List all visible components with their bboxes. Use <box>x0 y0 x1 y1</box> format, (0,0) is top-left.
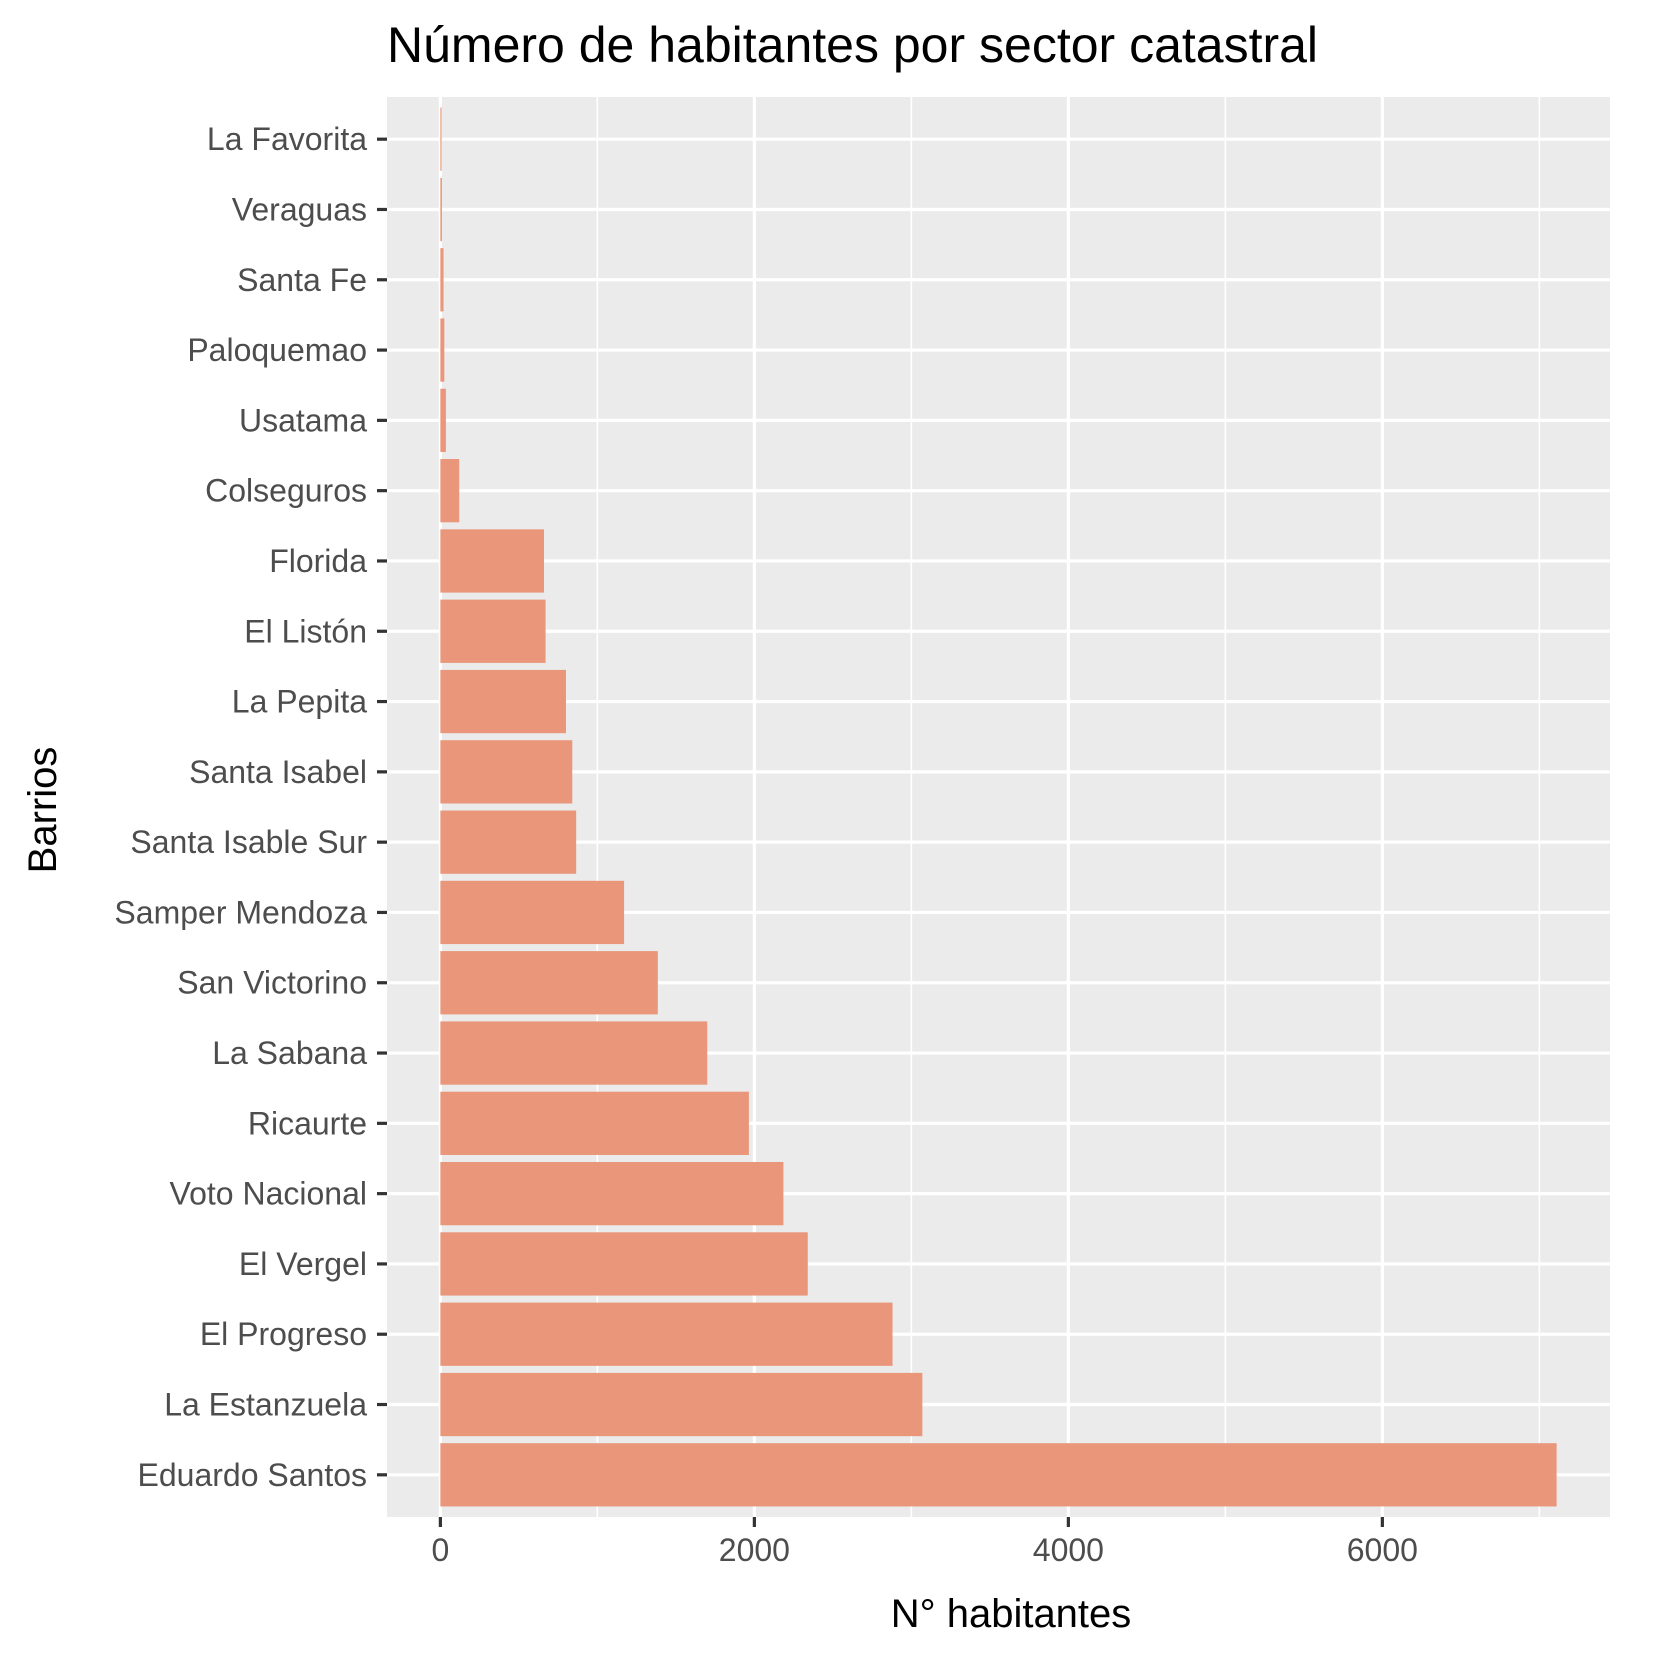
bar-2 <box>440 248 444 312</box>
y-tick-label-11: Samper Mendoza <box>114 894 367 930</box>
bars-group <box>440 107 1557 1507</box>
bar-12 <box>440 951 658 1015</box>
y-tick-label-19: Eduardo Santos <box>138 1457 368 1493</box>
bar-18 <box>440 1372 923 1437</box>
x-tick-label-3: 6000 <box>1347 1532 1418 1568</box>
bar-0 <box>440 107 442 171</box>
y-tick-label-0: La Favorita <box>207 121 367 157</box>
bar-15 <box>440 1162 784 1226</box>
bar-1 <box>440 177 442 242</box>
bar-6 <box>440 529 544 593</box>
bar-16 <box>440 1232 808 1296</box>
bar-17 <box>440 1302 893 1366</box>
y-axis: La Favorita Veraguas Santa Fe Paloquemao Usa… <box>114 121 387 1493</box>
x-tick-label-2: 4000 <box>1033 1532 1104 1568</box>
y-tick-label-7: El Listón <box>244 613 367 649</box>
bar-8 <box>440 669 566 734</box>
bar-9 <box>440 740 573 804</box>
bar-11 <box>440 880 625 945</box>
bar-7 <box>440 599 546 663</box>
y-tick-label-9: Santa Isabel <box>189 754 367 790</box>
y-tick-label-12: San Victorino <box>177 965 367 1001</box>
bar-4 <box>440 388 446 452</box>
chart-title: Número de habitantes por sector catastra… <box>387 17 1318 73</box>
x-tick-label-0: 0 <box>431 1532 449 1568</box>
y-tick-label-2: Santa Fe <box>237 262 367 298</box>
y-tick-label-15: Voto Nacional <box>170 1176 367 1212</box>
bar-13 <box>440 1021 708 1085</box>
y-tick-label-3: Paloquemao <box>187 332 367 368</box>
y-tick-label-4: Usatama <box>239 402 367 438</box>
y-tick-label-1: Veraguas <box>232 191 367 227</box>
bar-10 <box>440 810 577 874</box>
x-tick-label-1: 2000 <box>719 1532 790 1568</box>
y-axis-title: Barrios <box>21 747 65 874</box>
y-tick-label-14: Ricaurte <box>248 1105 367 1141</box>
y-tick-label-5: Colseguros <box>205 473 367 509</box>
y-tick-label-6: Florida <box>269 543 367 579</box>
y-tick-label-13: La Sabana <box>212 1035 367 1071</box>
bar-3 <box>440 318 445 382</box>
x-axis-title: N° habitantes <box>891 1592 1132 1636</box>
x-axis: 0 2000 4000 6000 <box>431 1517 1418 1568</box>
y-tick-label-18: La Estanzuela <box>164 1387 367 1423</box>
y-tick-label-8: La Pepita <box>232 684 367 720</box>
y-tick-label-17: El Progreso <box>200 1316 367 1352</box>
y-tick-label-16: El Vergel <box>239 1246 367 1282</box>
bar-5 <box>440 459 460 523</box>
y-tick-label-10: Santa Isable Sur <box>130 824 367 860</box>
bar-19 <box>440 1443 1557 1507</box>
bar-14 <box>440 1091 749 1155</box>
